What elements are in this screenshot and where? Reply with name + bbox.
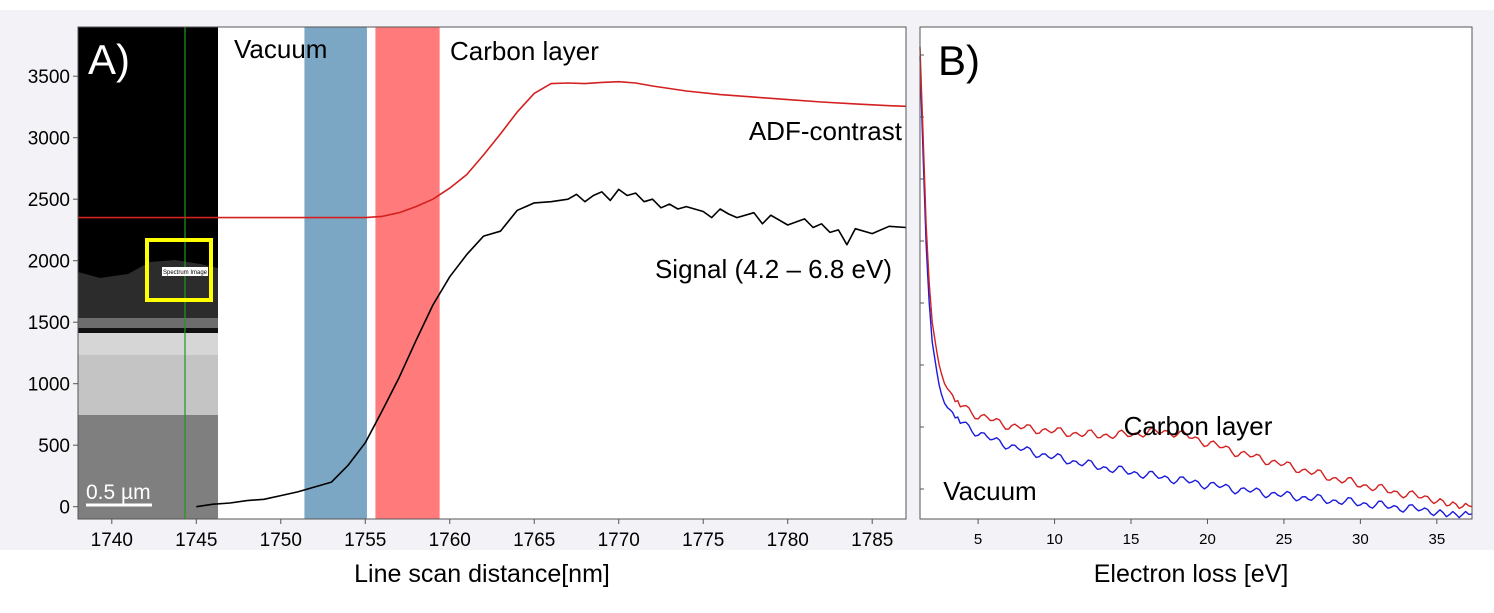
x-tick-label: 15: [1123, 531, 1140, 548]
panel-a-series: [78, 80, 907, 508]
y-tick-label: 500: [38, 436, 70, 457]
panel-b-series: [919, 46, 1473, 519]
y-tick-label: 0: [59, 498, 70, 519]
x-tick-label: 20: [1199, 531, 1216, 548]
panel-b-label: B): [938, 37, 980, 84]
inset-interface-band: [78, 318, 218, 328]
panel-a-label: A): [88, 36, 130, 83]
y-tick-label: 3500: [28, 67, 70, 88]
panel-b-x-axis: 5 10 15 20 25 30 35: [974, 519, 1445, 548]
vacuum-region-label: Vacuum: [234, 34, 327, 64]
signal-label: Signal (4.2 – 6.8 eV): [655, 254, 892, 284]
x-tick-label: 30: [1352, 531, 1369, 548]
vacuum-spectrum-line: [919, 56, 1473, 519]
x-tick-label: 1745: [175, 530, 217, 551]
panel-b-frame: [919, 26, 1473, 520]
inset-selection-box: [145, 238, 213, 302]
x-tick-label: 1785: [851, 530, 893, 551]
vacuum-spectrum-label: Vacuum: [943, 476, 1036, 506]
x-tick-label: 1760: [429, 530, 471, 551]
panel-a-frame: [77, 26, 907, 520]
y-tick-label: 2500: [28, 190, 70, 211]
region-band-carbon-layer: [375, 27, 440, 519]
y-tick-label: 1000: [28, 375, 70, 396]
x-tick-label: 5: [974, 531, 982, 548]
inset-layer-top: [78, 333, 218, 355]
inset-selection-label: Spectrum Image: [163, 270, 208, 276]
x-tick-label: 25: [1276, 531, 1293, 548]
panel-a-regions: [304, 27, 440, 519]
x-tick-label: 10: [1046, 531, 1063, 548]
x-tick-label: 1750: [260, 530, 302, 551]
carbon-layer-spectrum-line: [919, 46, 1473, 510]
panel-a-y-axis: 0 500 1000 1500 2000 2500 3000 3500: [28, 67, 78, 519]
inset-dark-line: [78, 328, 218, 333]
x-tick-label: 1770: [598, 530, 640, 551]
y-tick-label: 2000: [28, 252, 70, 273]
region-band-vacuum: [304, 27, 367, 519]
signal-line: [196, 188, 907, 508]
inset-substrate: [78, 415, 218, 519]
x-tick-label: 1740: [91, 530, 133, 551]
carbon-region-label: Carbon layer: [450, 36, 599, 66]
x-tick-label: 1780: [767, 530, 809, 551]
inset-scale-label: 0.5 µm: [86, 481, 151, 504]
y-tick-label: 3000: [28, 129, 70, 150]
x-tick-label: 1755: [344, 530, 386, 551]
x-tick-label: 1765: [513, 530, 555, 551]
panel-b-x-axis-title: Electron loss [eV]: [1094, 560, 1289, 588]
adf-contrast-label: ADF-contrast: [749, 116, 903, 146]
y-tick-label: 1500: [28, 313, 70, 334]
panel-a-x-axis-title: Line scan distance[nm]: [354, 560, 610, 588]
panel-b-y-axis: [920, 54, 924, 490]
inset-selection-tag: [162, 267, 208, 276]
adf-contrast-line: [78, 80, 907, 219]
x-tick-label: 35: [1428, 531, 1445, 548]
x-tick-label: 1775: [682, 530, 724, 551]
carbon-layer-spectrum-label: Carbon layer: [1124, 411, 1273, 441]
inset-image: Spectrum Image 0.5 µm: [78, 27, 218, 519]
panel-a-x-axis: 1740 1745 1750 1755 1760 1765 1770 1775 1780 1785: [91, 519, 893, 551]
inset-layer-middle: [78, 355, 218, 415]
